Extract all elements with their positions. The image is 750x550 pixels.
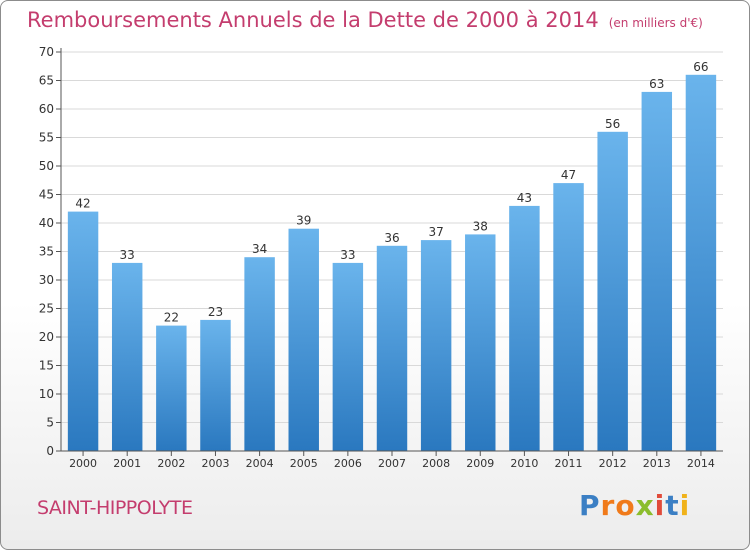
bar-value-label: 36 [384,231,399,245]
logo-letter: P [579,489,601,522]
y-tick-label: 50 [39,159,54,173]
chart-title: Remboursements Annuels de la Dette de 20… [27,8,703,32]
bar [332,262,364,451]
y-tick-label: 40 [39,216,54,230]
logo-letter: x [635,489,655,522]
y-tick-label: 65 [39,74,54,88]
bar [288,228,319,451]
y-tick-label: 45 [39,188,54,202]
bar-value-label: 37 [428,225,443,239]
bar-value-label: 43 [517,191,532,205]
bar-value-label: 42 [75,197,90,211]
x-tick-label: 2003 [201,457,229,470]
x-tick-label: 2012 [599,457,627,470]
x-tick-label: 2006 [334,457,362,470]
logo-letter: r [600,489,616,522]
y-tick-label: 0 [46,444,54,458]
bar-value-label: 39 [296,214,311,228]
y-tick-label: 25 [39,302,54,316]
logo-letter: i [679,489,691,522]
y-tick-label: 15 [39,359,54,373]
y-tick-label: 20 [39,330,54,344]
bar-value-label: 38 [473,219,488,233]
bar [509,205,540,451]
bar [376,245,408,451]
bar [111,262,143,451]
x-tick-label: 2000 [69,457,97,470]
commune-name: SAINT-HIPPOLYTE [37,497,193,519]
bar [420,240,452,451]
bar-value-label: 66 [693,60,708,74]
bar-value-label: 33 [120,248,135,262]
y-tick-label: 5 [46,416,54,430]
y-tick-label: 35 [39,245,54,259]
bar-value-label: 56 [605,117,620,131]
x-tick-label: 2009 [466,457,494,470]
bar [465,234,496,451]
bar [67,211,99,451]
logo-letter: o [615,489,636,522]
proxiti-logo: Proxiti [579,489,690,522]
y-tick-label: 60 [39,102,54,116]
bar-value-label: 22 [164,311,179,325]
bar [553,183,584,451]
y-tick-label: 30 [39,273,54,287]
logo-letter: i [654,489,666,522]
chart-unit: (en milliers d'€) [608,16,703,30]
y-tick-label: 70 [39,45,54,59]
x-tick-label: 2010 [510,457,538,470]
bar-value-label: 34 [252,242,267,256]
x-tick-label: 2007 [378,457,406,470]
x-tick-label: 2004 [246,457,274,470]
bar [685,74,717,452]
axes: 0 5 10 15 20 25 30 35 40 45 50 55 60 65 70 2000 2001 2002… [39,45,723,470]
logo-letter: t [665,489,680,522]
x-tick-label: 2001 [113,457,141,470]
bar-value-label: 33 [340,248,355,262]
bar [244,257,275,451]
x-tick-label: 2005 [290,457,318,470]
x-tick-label: 2013 [643,457,671,470]
x-tick-label: 2008 [422,457,450,470]
chart-title-text: Remboursements Annuels de la Dette de 20… [27,8,599,32]
x-tick-label: 2011 [555,457,583,470]
x-tick-label: 2014 [687,457,715,470]
x-tick-label: 2002 [157,457,185,470]
bars: 42 33 22 23 34 39 33 36 37 38 43 47 56 63 66 [67,60,717,452]
bar-value-label: 63 [649,77,664,91]
bar [200,319,231,451]
bar [156,325,187,451]
bar-value-label: 47 [561,168,576,182]
bar [597,131,628,452]
bar-value-label: 23 [208,305,223,319]
y-tick-label: 10 [39,387,54,401]
bar [641,91,673,452]
y-tick-label: 55 [39,131,54,145]
